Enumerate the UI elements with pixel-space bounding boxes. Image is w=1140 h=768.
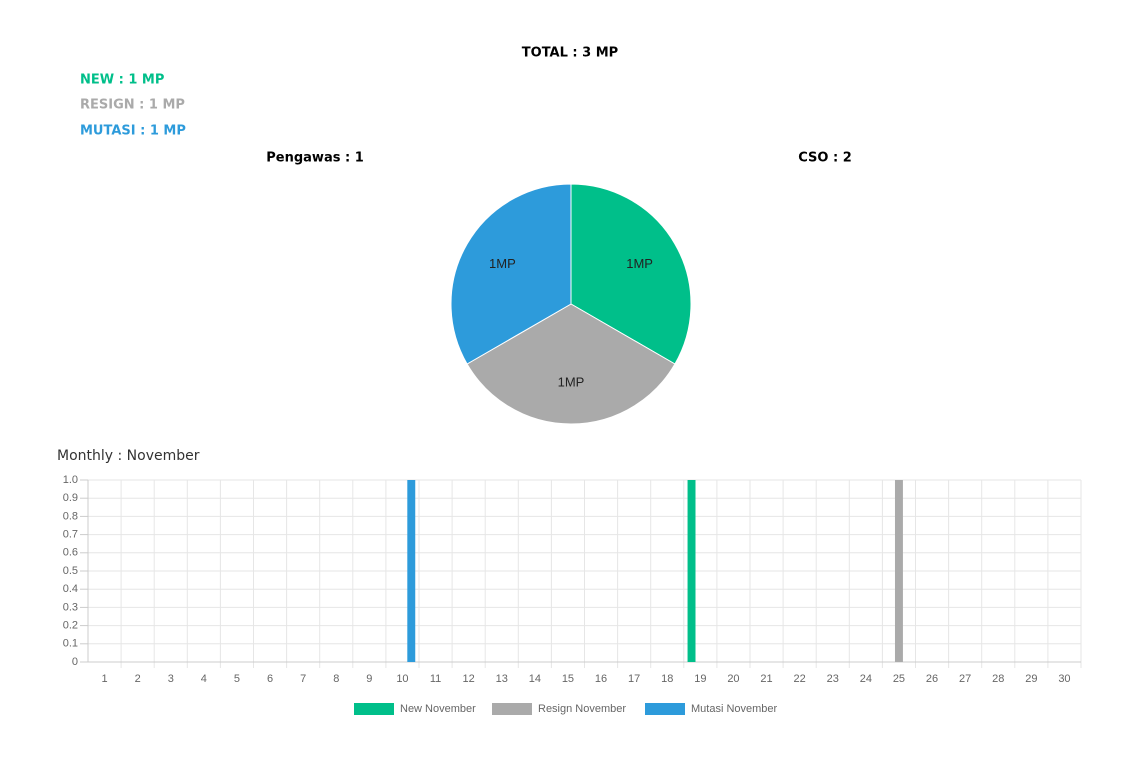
x-tick-label: 16 (595, 673, 607, 685)
legend-swatch (645, 703, 685, 715)
slice-label: 1MP (489, 256, 516, 271)
x-tick-label: 7 (300, 673, 306, 685)
x-tick-label: 26 (926, 673, 938, 685)
x-tick-label: 6 (267, 673, 273, 685)
slice-label: 1MP (558, 375, 585, 390)
y-tick-label: 1.0 (63, 474, 78, 486)
x-tick-label: 10 (396, 673, 408, 685)
y-tick-label: 0.4 (63, 583, 78, 595)
legend-swatch (492, 703, 532, 715)
legend-swatch (354, 703, 394, 715)
x-tick-label: 8 (333, 673, 339, 685)
x-tick-label: 30 (1058, 673, 1070, 685)
cso-count: CSO : 2 (798, 151, 852, 166)
x-tick-label: 24 (860, 673, 872, 685)
x-tick-label: 1 (101, 673, 107, 685)
new-count: NEW : 1 MP (80, 73, 164, 88)
y-tick-label: 0.6 (63, 547, 78, 559)
x-tick-label: 2 (135, 673, 141, 685)
slice-label: 1MP (626, 256, 653, 271)
x-tick-label: 15 (562, 673, 574, 685)
x-tick-label: 13 (496, 673, 508, 685)
bar (894, 480, 903, 662)
resign-count: RESIGN : 1 MP (80, 98, 185, 113)
y-tick-label: 0.7 (63, 529, 78, 541)
y-tick-label: 0.1 (63, 638, 78, 650)
x-tick-label: 12 (463, 673, 475, 685)
x-tick-label: 20 (727, 673, 739, 685)
x-tick-label: 17 (628, 673, 640, 685)
x-tick-label: 4 (201, 673, 207, 685)
pie-slice (570, 183, 692, 365)
pie-slice (450, 183, 572, 365)
x-tick-label: 11 (430, 673, 441, 685)
mutasi-count: MUTASI : 1 MP (80, 124, 186, 139)
y-tick-label: 0.8 (63, 510, 78, 522)
x-tick-label: 28 (992, 673, 1004, 685)
y-tick-label: 0.9 (63, 492, 78, 504)
legend-label: Mutasi November (691, 703, 778, 715)
pengawas-count: Pengawas : 1 (266, 151, 364, 166)
x-tick-label: 19 (694, 673, 706, 685)
bar (407, 480, 416, 662)
x-tick-label: 14 (529, 673, 541, 685)
legend-label: New November (400, 703, 476, 715)
bar (687, 480, 696, 662)
y-tick-label: 0.5 (63, 565, 78, 577)
x-tick-label: 5 (234, 673, 240, 685)
x-tick-label: 18 (661, 673, 673, 685)
x-tick-label: 25 (893, 673, 905, 685)
total: TOTAL : 3 MP (522, 46, 618, 61)
y-tick-label: 0 (72, 656, 78, 668)
pie-slice (466, 303, 676, 425)
bar-title: Monthly : November (57, 448, 200, 464)
legend-label: Resign November (538, 703, 626, 715)
x-tick-label: 21 (760, 673, 772, 685)
x-tick-label: 22 (794, 673, 806, 685)
y-tick-label: 0.2 (63, 620, 78, 632)
x-tick-label: 29 (1025, 673, 1037, 685)
x-tick-label: 9 (366, 673, 372, 685)
x-tick-label: 27 (959, 673, 971, 685)
x-tick-label: 23 (827, 673, 839, 685)
y-tick-label: 0.3 (63, 601, 78, 613)
x-tick-label: 3 (168, 673, 174, 685)
